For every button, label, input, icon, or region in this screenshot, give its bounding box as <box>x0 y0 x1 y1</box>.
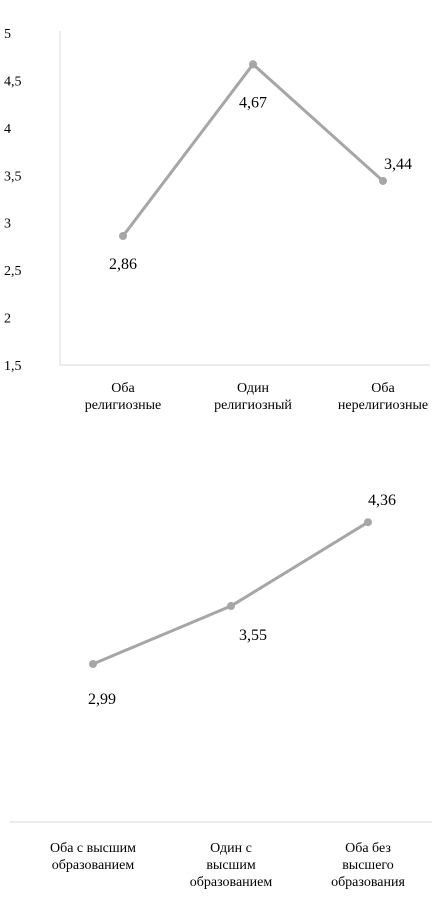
x-tick-label: Оба нерелигиозные <box>338 381 428 413</box>
data-point <box>89 660 97 668</box>
data-point <box>119 231 127 240</box>
series-line <box>121 62 385 237</box>
series-line <box>92 520 369 666</box>
y-tick-label: 4,5 <box>4 74 22 89</box>
x-tick-label: Оба религиозные <box>85 381 162 413</box>
data-label: 4,36 <box>368 492 396 509</box>
y-tick-label: 1,5 <box>4 359 22 374</box>
y-tick-label: 5 <box>4 27 11 42</box>
data-point <box>364 518 372 527</box>
y-tick-label: 4 <box>4 122 11 137</box>
data-label: 3,55 <box>239 627 267 644</box>
y-tick-label: 3 <box>4 217 11 232</box>
data-label: 3,44 <box>384 156 412 173</box>
chart-religion: 1,5 2 2,5 3 3,5 4 4,5 5 2,86 4,67 3,44 Оба религиозн… <box>4 27 430 413</box>
y-tick-label: 2 <box>4 312 11 327</box>
x-tick-label: Один религиозный <box>214 381 292 413</box>
chart-education: 2,99 3,55 4,36 Оба с высшим образованием Один… <box>10 492 432 890</box>
data-point <box>249 60 257 69</box>
y-tick-label: 3,5 <box>4 169 22 184</box>
x-tick-label: Оба без высшего образования <box>331 841 405 890</box>
x-tick-label: Оба с высшим образованием <box>50 841 136 873</box>
data-label: 2,86 <box>109 256 137 273</box>
data-point <box>379 176 387 185</box>
data-label: 2,99 <box>88 691 116 708</box>
y-tick-label: 2,5 <box>4 264 22 279</box>
x-tick-label: Один с высшим образованием <box>190 841 273 890</box>
data-label: 4,67 <box>239 94 267 111</box>
data-point <box>227 602 235 611</box>
